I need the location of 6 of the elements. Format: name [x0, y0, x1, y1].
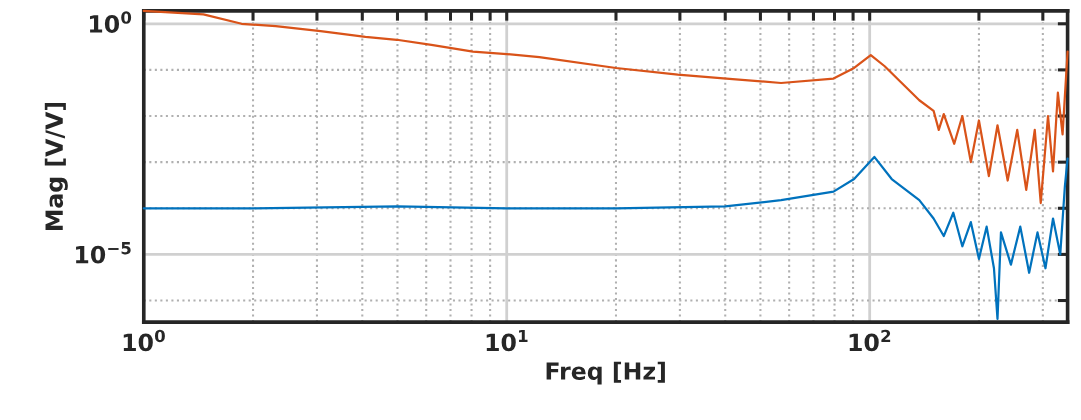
- x-tick-label: 10$^{1}$: [486, 329, 528, 352]
- y-tick-label: 10$^{−5}$: [76, 242, 131, 264]
- x-axis-title: Freq [Hz]: [546, 361, 665, 385]
- x-tick-label: 10$^{0}$: [123, 329, 165, 352]
- x-tick-label: 10$^{2}$: [849, 329, 891, 352]
- y-axis-title: Mag [V/V]: [44, 102, 68, 231]
